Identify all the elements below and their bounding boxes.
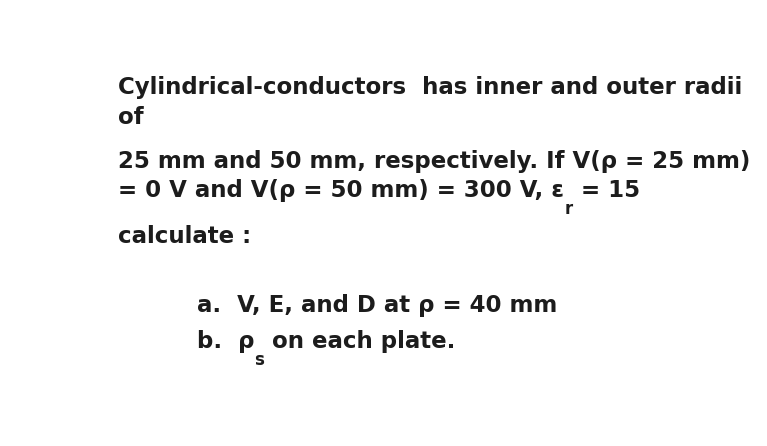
Text: b.  ρ: b. ρ [197, 330, 255, 353]
Text: s: s [255, 351, 265, 369]
Text: r: r [565, 201, 573, 219]
Text: = 0 V and V(ρ = 50 mm) = 300 V, ε: = 0 V and V(ρ = 50 mm) = 300 V, ε [118, 179, 565, 202]
Text: calculate :: calculate : [118, 225, 252, 248]
Text: Cylindrical-conductors  has inner and outer radii: Cylindrical-conductors has inner and out… [118, 76, 742, 99]
Text: of: of [118, 106, 144, 129]
Text: a.  V, E, and D at ρ = 40 mm: a. V, E, and D at ρ = 40 mm [197, 294, 557, 317]
Text: 25 mm and 50 mm, respectively. If V(ρ = 25 mm): 25 mm and 50 mm, respectively. If V(ρ = … [118, 150, 751, 173]
Text: on each plate.: on each plate. [265, 330, 456, 353]
Text: = 15: = 15 [573, 179, 640, 202]
